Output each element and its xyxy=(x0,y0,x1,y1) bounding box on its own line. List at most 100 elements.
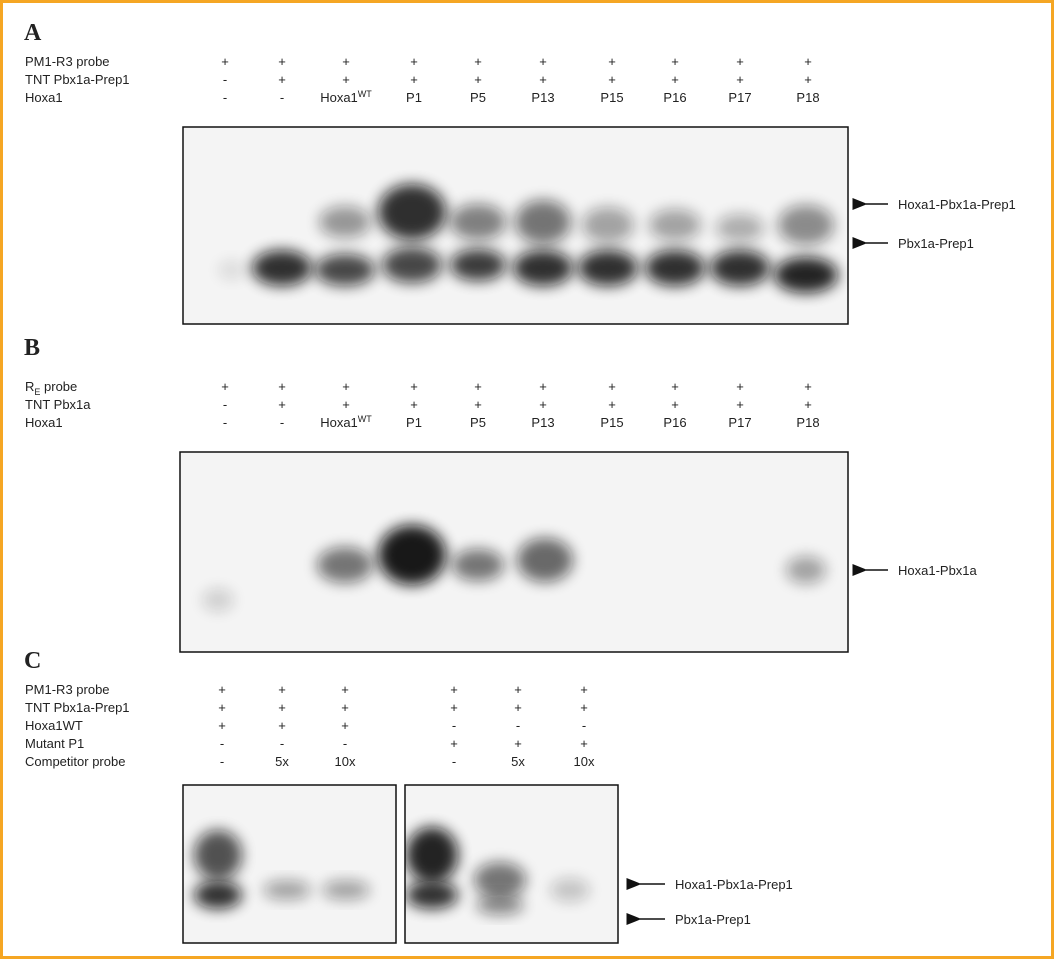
arrow-label: Hoxa1-Pbx1a xyxy=(898,563,978,578)
lane-label: - xyxy=(223,72,227,87)
lane-label: 10x xyxy=(574,754,595,769)
lane-label: + xyxy=(671,397,679,412)
lane-label: + xyxy=(278,379,286,394)
band xyxy=(513,250,573,286)
lane-label: + xyxy=(736,72,744,87)
figure: A PM1-R3 probe + + + + + + + + + + TNT Pbx1a-Prep1 - +… xyxy=(0,0,1054,959)
lane-label: + xyxy=(474,54,482,69)
lane-label: P5 xyxy=(470,415,486,430)
lane-label: - xyxy=(280,736,284,751)
lane-label: + xyxy=(342,72,350,87)
lane-label: 10x xyxy=(335,754,356,769)
lane-label: + xyxy=(736,379,744,394)
band xyxy=(378,184,446,240)
lane-label: + xyxy=(278,682,286,697)
lane-label: + xyxy=(514,682,522,697)
band xyxy=(452,549,504,581)
lane-label: + xyxy=(514,736,522,751)
lane-label: + xyxy=(218,700,226,715)
lane-label: - xyxy=(280,415,284,430)
lane-label: + xyxy=(539,379,547,394)
text-tail: probe xyxy=(40,379,77,394)
band xyxy=(382,247,442,283)
band xyxy=(202,588,234,612)
band xyxy=(645,250,705,286)
lane-label: + xyxy=(580,700,588,715)
row-label: PM1-R3 probe xyxy=(25,682,110,697)
lane-label: + xyxy=(450,700,458,715)
band xyxy=(317,547,373,583)
lane-label: P18 xyxy=(796,415,819,430)
lane-label: - xyxy=(223,415,227,430)
arrow-label: Hoxa1-Pbx1a-Prep1 xyxy=(675,877,793,892)
lane-label: + xyxy=(221,379,229,394)
band xyxy=(515,200,571,244)
band xyxy=(774,257,838,293)
lane-label: - xyxy=(223,90,227,105)
lane-label: P15 xyxy=(600,90,623,105)
lane-label: + xyxy=(341,700,349,715)
band xyxy=(778,205,834,245)
row-label: Hoxa1 xyxy=(25,90,63,105)
lane-label: + xyxy=(410,379,418,394)
text-base: Hoxa1 xyxy=(320,415,358,430)
lane-label: + xyxy=(608,379,616,394)
row-label: TNT Pbx1a xyxy=(25,397,91,412)
lane-label: + xyxy=(278,72,286,87)
band xyxy=(578,250,638,286)
lane-label: P15 xyxy=(600,415,623,430)
lane-label: + xyxy=(539,54,547,69)
lane-label: + xyxy=(539,72,547,87)
band xyxy=(474,862,526,898)
lane-label: P17 xyxy=(728,90,751,105)
row-label: TNT Pbx1a-Prep1 xyxy=(25,700,130,715)
lane-label: P13 xyxy=(531,415,554,430)
lane-label: P16 xyxy=(663,415,686,430)
row-label: Hoxa1WT xyxy=(25,718,83,733)
lane-label: + xyxy=(474,379,482,394)
band xyxy=(218,260,246,280)
band xyxy=(550,878,590,902)
row-label: Mutant P1 xyxy=(25,736,84,751)
lane-label: + xyxy=(410,72,418,87)
arrow-label: Pbx1a-Prep1 xyxy=(675,912,751,927)
lane-label: + xyxy=(410,397,418,412)
lane-label: 5x xyxy=(275,754,289,769)
band xyxy=(406,827,458,883)
band xyxy=(582,207,634,243)
lane-label: + xyxy=(450,682,458,697)
lane-label: - xyxy=(220,736,224,751)
band xyxy=(322,880,370,900)
lane-label: + xyxy=(671,54,679,69)
superscript: WT xyxy=(358,89,372,99)
lane-label: - xyxy=(452,718,456,733)
lane-label: + xyxy=(580,682,588,697)
band xyxy=(649,209,701,241)
lane-label: - xyxy=(452,754,456,769)
lane-label: + xyxy=(804,397,812,412)
band xyxy=(378,525,446,585)
lane-label: - xyxy=(516,718,520,733)
band xyxy=(406,881,458,909)
panel-letter: A xyxy=(24,20,42,46)
band xyxy=(710,250,770,286)
lane-label: P5 xyxy=(470,90,486,105)
band xyxy=(194,881,242,909)
lane-label: - xyxy=(280,90,284,105)
band xyxy=(252,250,312,286)
band xyxy=(450,249,506,281)
lane-label: + xyxy=(804,72,812,87)
lane-label: + xyxy=(342,397,350,412)
band xyxy=(476,895,524,915)
band xyxy=(450,204,506,240)
lane-label: + xyxy=(736,397,744,412)
lane-label: + xyxy=(341,682,349,697)
lane-label: 5x xyxy=(511,754,525,769)
lane-label: + xyxy=(278,718,286,733)
lane-label: + xyxy=(608,54,616,69)
gel xyxy=(180,452,848,652)
lane-label: + xyxy=(608,397,616,412)
lane-label: + xyxy=(218,718,226,733)
lane-label: - xyxy=(223,397,227,412)
lane-label: + xyxy=(221,54,229,69)
